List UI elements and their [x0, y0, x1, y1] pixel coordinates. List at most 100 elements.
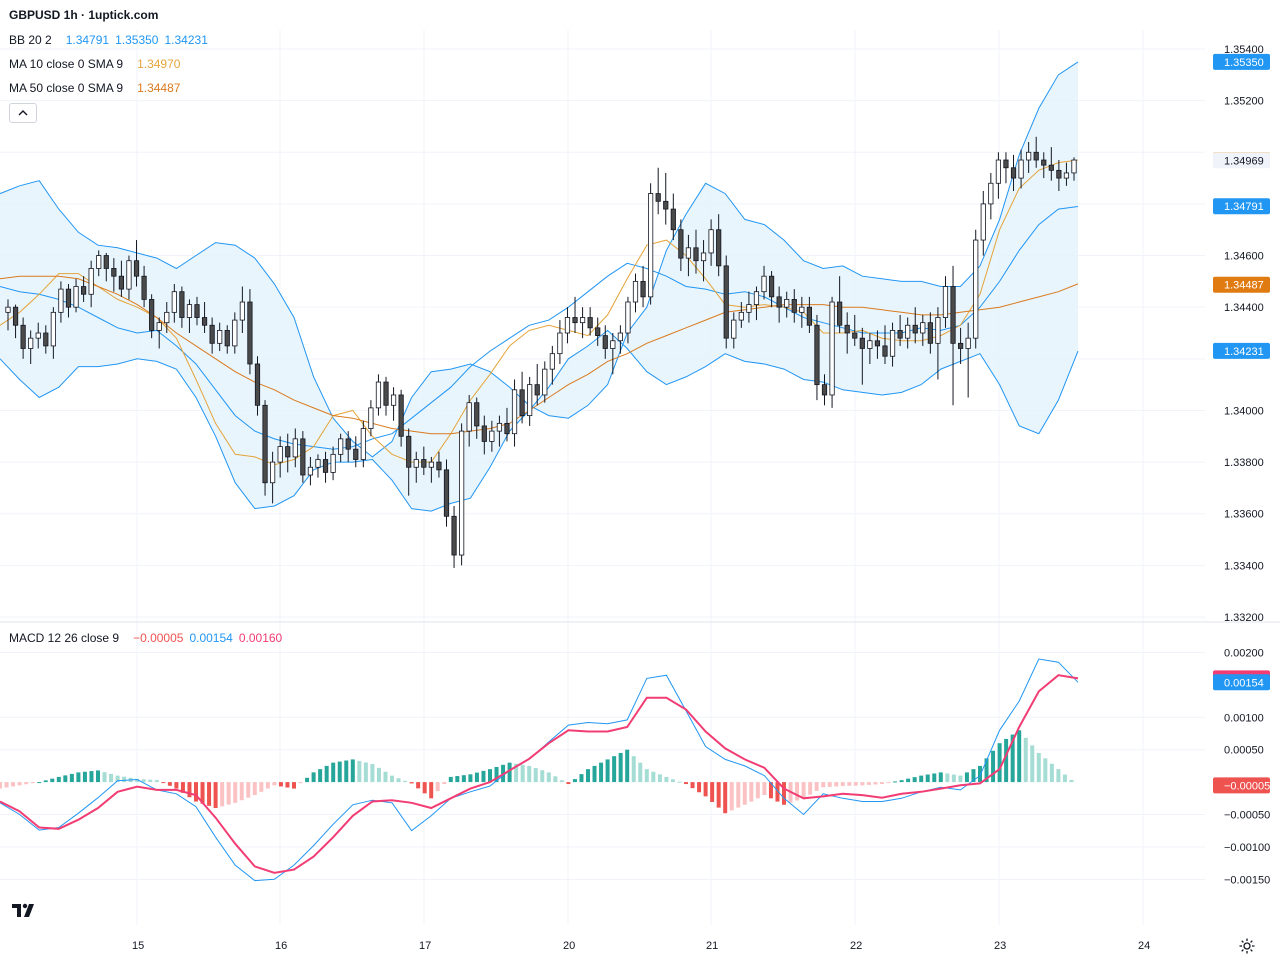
candle: [201, 302, 208, 333]
candle-body: [821, 384, 828, 396]
candle-body: [111, 268, 117, 277]
candle-body: [164, 311, 170, 324]
candle-body: [859, 337, 865, 349]
candle-body: [285, 446, 291, 458]
gear-icon[interactable]: [1238, 937, 1256, 955]
macd-hist-bar: [17, 782, 22, 786]
candle-body: [1018, 159, 1024, 179]
macd-hist-bar: [932, 773, 937, 783]
macd-hist-bar: [657, 774, 662, 783]
candle: [254, 356, 261, 416]
candle: [186, 299, 193, 333]
candle-body: [307, 466, 314, 476]
macd-hist-bar: [618, 752, 623, 783]
candle-body: [50, 311, 56, 347]
macd-hist-bar: [1004, 738, 1009, 783]
price-axis-tick: 1.33800: [1224, 457, 1264, 469]
candle-body: [519, 389, 525, 417]
price-badge-ma50: 1.34487: [1213, 276, 1270, 293]
macd-hist-bar: [318, 769, 323, 783]
candle: [20, 317, 26, 359]
candle-body: [761, 275, 767, 293]
candle-body: [957, 342, 964, 349]
macd-badge-hist: −0.00005: [1213, 777, 1270, 794]
candle: [814, 314, 820, 401]
price-badge-last-text: 1.34969: [1224, 155, 1264, 167]
candle: [496, 415, 503, 447]
macd-hist-bar: [409, 782, 414, 784]
macd-hist-bar: [860, 782, 865, 786]
candle-body: [436, 461, 442, 471]
time-axis-tick: 16: [275, 940, 287, 952]
macd-hist-bar: [690, 782, 695, 789]
candle-body: [625, 301, 631, 334]
candle-body: [527, 384, 533, 417]
candle-body: [753, 291, 760, 306]
macd-hist-bar: [1017, 730, 1022, 783]
candle: [746, 291, 752, 323]
macd-hist-bar: [697, 782, 702, 793]
macd-hist-bar: [148, 779, 153, 783]
macd-hist-bar: [233, 782, 238, 803]
candle: [292, 428, 298, 468]
macd-hist-bar: [167, 782, 172, 786]
candle: [708, 219, 714, 266]
candle: [330, 446, 336, 481]
candle: [300, 431, 306, 483]
candle-body: [716, 229, 722, 267]
candle: [511, 379, 518, 447]
macd-hist-bar: [638, 762, 643, 783]
candle: [156, 317, 162, 349]
candle: [610, 333, 616, 375]
macd-hist-bar: [768, 782, 773, 799]
price-badge-bb_basis: 1.34791: [1213, 198, 1270, 215]
bb-basis-value: 1.34791: [65, 33, 110, 47]
macd-hist-bar: [808, 782, 813, 795]
macd-hist-bar: [311, 772, 316, 783]
macd-hist-bar: [540, 770, 545, 783]
candle: [262, 400, 268, 496]
macd-hist-bar: [187, 782, 192, 798]
macd-hist-bar: [533, 768, 538, 783]
price-badge-ma50-bg: [1213, 276, 1270, 293]
macd-hist-bar: [631, 756, 636, 783]
candle: [1071, 157, 1077, 181]
candle-body: [496, 422, 503, 432]
macd-hist-bar: [546, 772, 551, 783]
candle: [451, 505, 457, 568]
candle-body: [133, 260, 140, 277]
candle: [315, 454, 321, 478]
macd-hist-bar: [625, 749, 630, 783]
candle: [889, 322, 896, 367]
macd-badge-hist-text: −0.00005: [1224, 780, 1270, 792]
macd-hist-bar: [213, 782, 218, 809]
tradingview-logo-icon[interactable]: [10, 900, 40, 920]
candle: [164, 302, 170, 333]
candle: [111, 258, 117, 292]
candle: [126, 255, 132, 300]
candle: [368, 400, 374, 437]
candle-body: [96, 255, 102, 269]
candle: [980, 191, 986, 256]
macd-hist-bar: [553, 776, 558, 783]
candle: [103, 252, 109, 282]
macd-hist-bar: [605, 759, 610, 783]
candle-body: [905, 324, 911, 339]
price-axis-tick: 1.33600: [1224, 509, 1264, 521]
macd-hist-bar: [670, 779, 675, 783]
collapse-legend-button[interactable]: [9, 103, 37, 123]
candle-body: [950, 286, 956, 344]
candle: [481, 415, 487, 455]
candle-body: [829, 301, 835, 396]
price-axis-tick: 1.34400: [1224, 302, 1264, 314]
candle-body: [1056, 169, 1062, 179]
candle: [542, 361, 548, 403]
macd-hist-bar: [651, 771, 656, 783]
candle-body: [171, 291, 177, 313]
macd-hist-bar: [4, 782, 9, 788]
candle-body: [776, 296, 782, 308]
macd-hist-bar: [762, 782, 767, 796]
macd-hist-bar: [559, 780, 564, 783]
candle-body: [186, 304, 193, 318]
